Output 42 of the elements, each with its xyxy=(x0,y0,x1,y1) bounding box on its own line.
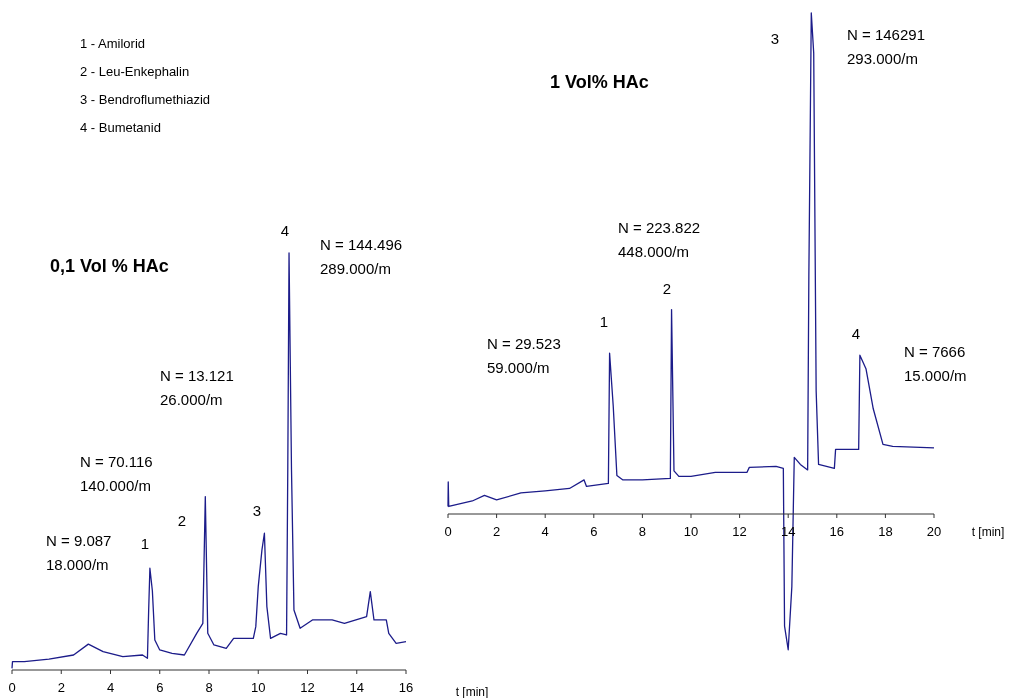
x-tick-label: 2 xyxy=(57,680,65,695)
annotation: 1 xyxy=(140,534,150,552)
text: 4 xyxy=(280,221,290,239)
annotation: 2 xyxy=(662,279,672,297)
x-tick-label: 6 xyxy=(590,524,598,539)
chart-title: 0,1 Vol % HAc xyxy=(50,256,169,276)
x-tick-label: 12 xyxy=(300,680,315,695)
annotation: N = 13.121 26.000/m xyxy=(160,366,234,408)
annotation: N = 144.496 289.000/m xyxy=(320,235,403,277)
x-tick-label: 10 xyxy=(683,524,699,539)
annotation: 3 xyxy=(770,29,780,47)
annotation: N = 7666 15.000/m xyxy=(904,342,967,384)
x-tick-label: 20 xyxy=(926,524,942,539)
x-tick-label: 0 xyxy=(8,680,16,695)
text: 1 Vol% HAc xyxy=(550,72,649,92)
text: 2 - Leu-Enkephalin xyxy=(80,64,190,80)
x-tick-label: 2 xyxy=(492,524,501,539)
x-tick-label: 16 xyxy=(829,524,845,539)
x-tick-label: 0 xyxy=(444,524,452,539)
x-tick-label: 4 xyxy=(541,524,549,539)
text: 4 - Bumetanid xyxy=(80,120,161,136)
text: 1 - Amilorid xyxy=(80,36,146,52)
annotation: N = 223.822 448.000/m xyxy=(618,218,701,260)
x-tick-label: 8 xyxy=(638,524,647,539)
annotation: 3 xyxy=(252,501,262,519)
x-axis-title: t [min] xyxy=(971,525,1005,539)
x-tick-label: 8 xyxy=(205,680,213,695)
x-axis-title: t [min] xyxy=(455,685,489,698)
x-tick-label: 14 xyxy=(349,680,364,695)
annotation: 1 xyxy=(599,312,609,330)
x-tick-label: 10 xyxy=(251,680,266,695)
x-tick-label: 18 xyxy=(878,524,893,539)
annotation: N = 29.523 59.000/m xyxy=(487,334,561,376)
annotation: N = 9.087 18.000/m xyxy=(46,531,112,573)
annotation: N = 146291 293.000/m xyxy=(847,25,925,67)
x-tick-label: 6 xyxy=(156,680,164,695)
annotation: 4 xyxy=(851,324,861,342)
annotation: N = 70.116 140.000/m xyxy=(80,452,153,494)
text: 3 - Bendroflumethiazid xyxy=(80,92,211,108)
x-tick-label: 16 xyxy=(398,680,414,695)
x-tick-label: 12 xyxy=(732,524,747,539)
x-tick-label: 4 xyxy=(106,680,115,695)
